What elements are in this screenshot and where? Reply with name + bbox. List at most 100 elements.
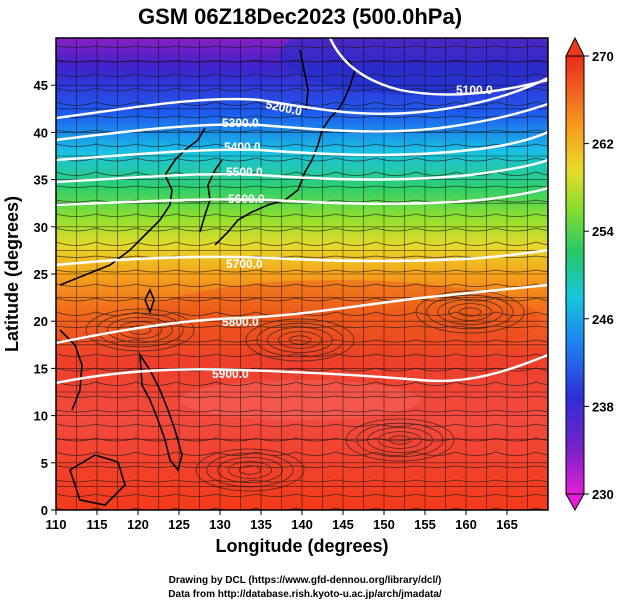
streamline: [56, 409, 548, 413]
x-tick-label: 140: [291, 517, 313, 532]
coastline-sakhalin: [299, 49, 309, 111]
streamline: [56, 493, 548, 497]
coastline-borneo: [69, 454, 126, 506]
eddy-streamline: [426, 294, 514, 330]
eddy-streamline: [447, 303, 492, 321]
streamline: [56, 227, 548, 232]
contour-labels: 5100.0 5200.0 5300.0 5400.0 5500.0 5600.…: [212, 83, 493, 381]
x-tick-label: 145: [332, 517, 354, 532]
streamline: [56, 283, 548, 287]
streamline: [56, 59, 548, 63]
x-tick-label: 150: [373, 517, 395, 532]
eddy-streamline: [277, 331, 322, 349]
colorbar-tick-labels: 230 238 246 254 262 270: [584, 49, 614, 502]
streamline: [56, 241, 548, 246]
y-tick-label: 30: [34, 220, 48, 235]
eddy-streamline: [437, 298, 503, 325]
streamline: [56, 73, 548, 77]
colorbar-bottom-arrow: [565, 493, 585, 512]
colorbar-tick-label: 246: [592, 312, 614, 327]
eddy-streamline: [367, 426, 433, 453]
contour-label-5900: 5900.0: [212, 367, 249, 381]
credit-data-source: Data from http://database.rish.kyoto-u.a…: [168, 589, 442, 600]
eddy-streamline: [288, 335, 312, 345]
y-tick-label: 20: [34, 314, 48, 329]
streamline: [56, 185, 548, 188]
colorbar-body: [565, 55, 585, 495]
y-axis-label: Latitude (degrees): [2, 196, 22, 352]
eddy-streamline: [256, 322, 344, 358]
eddy-streamline: [415, 290, 525, 334]
eddy-streamline: [458, 307, 482, 317]
coastline-philippines: [139, 352, 183, 472]
y-tick-labels: 0 5 10 15 20 25 30 35 40 45: [34, 78, 56, 518]
streamline: [56, 157, 548, 162]
eddy-streamline: [96, 312, 184, 348]
coastline-japan: [214, 59, 356, 246]
wind-streamlines: [56, 45, 548, 510]
x-tick-label: 110: [46, 517, 67, 532]
contour-5300: [56, 102, 548, 142]
eddy-streamline: [217, 456, 283, 483]
colorbar: 230 238 246 254 262 270: [565, 36, 614, 512]
x-tick-label: 115: [87, 517, 108, 532]
streamline: [56, 143, 548, 147]
x-tick-label: 135: [250, 517, 272, 532]
streamline: [56, 507, 548, 510]
eddy-streamline: [85, 308, 195, 352]
contour-5400: [56, 130, 548, 162]
chart-title: GSM 06Z18Dec2023 (500.0hPa): [138, 4, 462, 29]
x-tick-label: 125: [168, 517, 190, 532]
eddy-streamline: [245, 318, 355, 362]
pale-blob: [180, 380, 420, 420]
contour-5800: [56, 283, 548, 345]
height-contours: [56, 38, 548, 385]
streamline: [56, 269, 548, 273]
x-tick-label: 160: [455, 517, 477, 532]
colorbar-tick-label: 230: [592, 487, 614, 502]
eddy-streamline: [118, 321, 163, 339]
x-tick-labels: 110 115 120 125 130 135 140 145 150 155 160 165: [46, 510, 518, 532]
eddy-streamline: [356, 422, 444, 458]
streamline: [56, 115, 548, 118]
streamline: [56, 437, 548, 442]
colorbar-top-arrow: [565, 36, 585, 57]
streamline: [56, 479, 548, 483]
streamline: [56, 367, 548, 372]
cold-core-blob: [280, 38, 548, 95]
y-tick-label: 45: [34, 78, 48, 93]
colorbar-tick-label: 270: [592, 49, 614, 64]
contour-label-5800: 5800.0: [222, 315, 259, 329]
contour-5200: [56, 76, 548, 120]
y-tick-label: 35: [34, 173, 48, 188]
x-tick-label: 155: [414, 517, 436, 532]
eddy-streamline: [377, 431, 422, 449]
streamline: [56, 395, 548, 398]
streamline: [56, 339, 548, 343]
y-tick-label: 15: [34, 361, 48, 376]
streamline: [56, 465, 548, 468]
contour-label-5400: 5400.0: [224, 140, 261, 154]
streamline: [56, 45, 548, 48]
contour-label-5700: 5700.0: [226, 257, 263, 271]
eddy-streamline: [238, 465, 262, 475]
x-tick-label: 120: [127, 517, 149, 532]
contour-5900: [56, 353, 548, 385]
contour-5600: [56, 186, 548, 207]
eddy-streamline: [107, 316, 173, 343]
streamline: [56, 381, 548, 386]
streamline: [56, 101, 548, 106]
y-tick-label: 25: [34, 267, 48, 282]
streamline: [56, 451, 548, 456]
contour-label-5600: 5600.0: [228, 192, 265, 206]
colorbar-tick-label: 262: [592, 137, 614, 152]
eddy-streamline: [345, 418, 455, 462]
coastline-taiwan: [144, 288, 155, 315]
coastline-korea: [199, 159, 223, 233]
contour-label-5300: 5300.0: [222, 116, 259, 130]
y-tick-label: 40: [34, 125, 48, 140]
x-tick-label: 130: [209, 517, 231, 532]
credit-dcl: Drawing by DCL (https://www.gfd-dennou.o…: [169, 575, 442, 586]
contour-label-5500: 5500.0: [226, 165, 263, 179]
